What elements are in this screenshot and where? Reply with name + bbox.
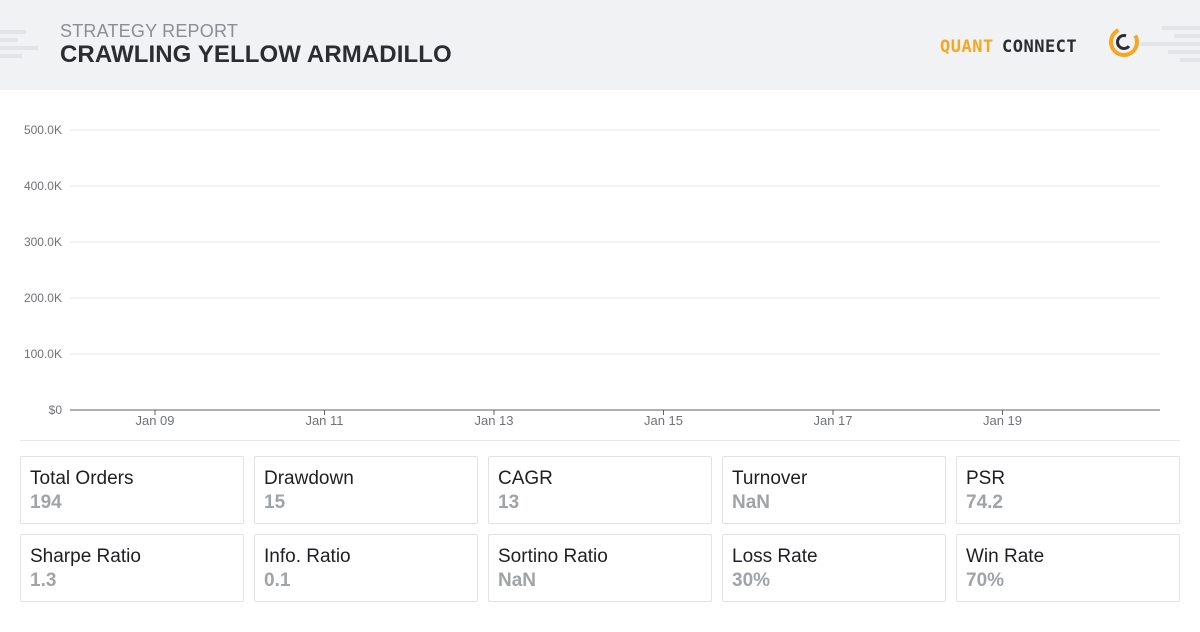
stat-card-sharpe-ratio: Sharpe Ratio 1.3 [20,534,244,602]
stat-value: 74.2 [966,492,1003,513]
stat-label: PSR [966,468,1006,489]
y-tick-label: 500.0K [24,123,62,137]
stat-value: 15 [264,492,286,513]
stat-label: Sharpe Ratio [30,546,141,567]
stat-value: NaN [732,492,771,513]
logo-text-quant: QUANT [940,37,994,57]
y-tick-label: 200.0K [24,291,62,305]
chart-canvas: $0 100.0K 200.0K 300.0K 400.0K 500.0K Jan 09 Ja… [24,123,1160,428]
stat-card-total-orders: Total Orders 194 [20,456,244,524]
y-tick-label: 300.0K [24,235,62,249]
equity-chart: $0 100.0K 200.0K 300.0K 400.0K 500.0K Jan 09 Ja… [0,90,1200,440]
x-tick-label: Jan 15 [644,413,683,428]
stat-label: Total Orders [30,468,134,489]
stat-value: 194 [30,492,62,513]
report-subtitle: STRATEGY REPORT [60,21,239,41]
y-tick-label: 400.0K [24,179,62,193]
stat-card-psr: PSR 74.2 [956,456,1180,524]
x-tick-label: Jan 17 [813,413,852,428]
stat-value: 13 [498,492,520,513]
x-tick-label: Jan 11 [305,413,343,428]
statistics-grid: Total Orders 194 Drawdown 15 CAGR 13 Tur… [20,456,1180,602]
decorative-lines-right [1140,26,1200,62]
y-tick-label: 100.0K [24,347,62,361]
logo-ring-icon [1109,27,1139,57]
stat-card-info-ratio: Info. Ratio 0.1 [254,534,478,602]
stat-value: NaN [498,570,537,591]
stat-card-cagr: CAGR 13 [488,456,712,524]
stat-card-loss-rate: Loss Rate 30% [722,534,946,602]
stat-value: 1.3 [30,570,57,591]
x-tick-label: Jan 19 [983,413,1022,428]
stat-label: CAGR [498,468,553,489]
stat-label: Drawdown [264,468,354,489]
decorative-lines-left [0,30,38,58]
stat-card-turnover: Turnover NaN [722,456,946,524]
stat-value: 30% [732,570,771,591]
stat-card-sortino-ratio: Sortino Ratio NaN [488,534,712,602]
strategy-title: CRAWLING YELLOW ARMADILLO [60,41,452,68]
y-tick-label: $0 [49,403,63,417]
stat-value: 70% [966,570,1005,591]
logo-text-connect: CONNECT [1002,37,1078,57]
stat-label: Turnover [732,468,808,489]
x-tick-label: Jan 13 [474,413,513,428]
stat-card-drawdown: Drawdown 15 [254,456,478,524]
stat-label: Info. Ratio [264,546,351,567]
stat-card-win-rate: Win Rate 70% [956,534,1180,602]
quantconnect-logo[interactable]: QUANT CONNECT [940,24,1145,60]
stat-label: Loss Rate [732,546,818,567]
divider [20,440,1180,441]
stat-label: Win Rate [966,546,1045,567]
stat-value: 0.1 [264,570,291,591]
report-header: STRATEGY REPORT CRAWLING YELLOW ARMADILL… [0,0,1200,90]
stat-label: Sortino Ratio [498,546,608,567]
x-tick-label: Jan 09 [135,413,174,428]
